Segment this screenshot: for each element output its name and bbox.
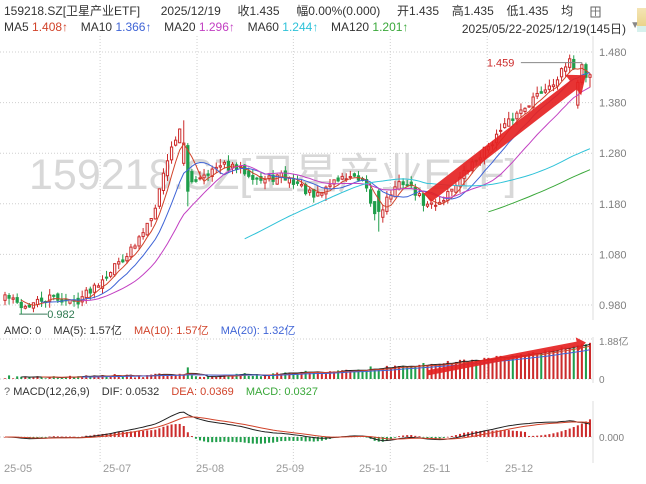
svg-text:1.88亿: 1.88亿	[599, 337, 628, 348]
svg-text:1.380: 1.380	[599, 98, 627, 110]
svg-text:1.280: 1.280	[599, 148, 627, 160]
svg-text:0.980: 0.980	[599, 300, 627, 312]
svg-text:1.180: 1.180	[599, 199, 627, 211]
svg-text:1.480: 1.480	[599, 47, 627, 59]
svg-text:1.459: 1.459	[487, 58, 515, 70]
svg-text:1.080: 1.080	[599, 249, 627, 261]
svg-text:0.982: 0.982	[47, 309, 75, 320]
svg-text:0: 0	[599, 375, 605, 383]
svg-text:0.000: 0.000	[599, 433, 624, 444]
